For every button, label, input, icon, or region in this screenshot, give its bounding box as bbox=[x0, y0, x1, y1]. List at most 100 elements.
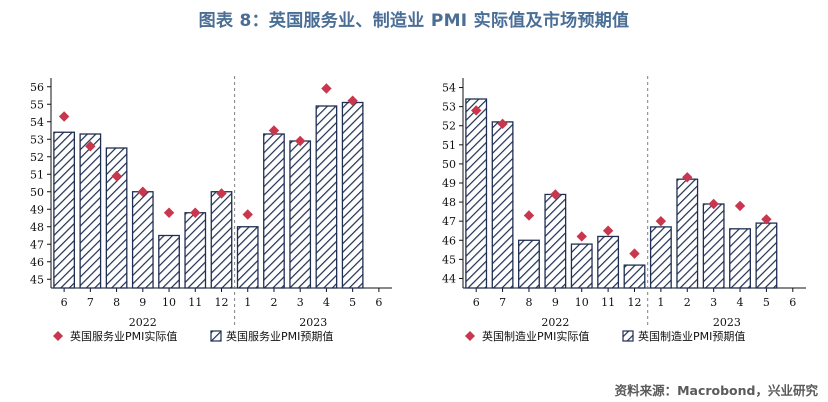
actual-marker bbox=[470, 105, 482, 116]
y-tick-label: 50 bbox=[30, 186, 44, 199]
actual-marker bbox=[734, 200, 746, 212]
actual-marker bbox=[85, 141, 96, 152]
legend-marker-swatch bbox=[465, 331, 475, 341]
actual-marker bbox=[523, 210, 535, 221]
x-tick-label: 5 bbox=[349, 296, 356, 309]
actual-marker bbox=[163, 207, 175, 218]
year-label: 2022 bbox=[129, 316, 157, 329]
actual-marker bbox=[242, 209, 253, 220]
actual-marker bbox=[111, 170, 122, 182]
bar bbox=[263, 133, 285, 289]
bar bbox=[702, 203, 725, 289]
bar bbox=[79, 133, 102, 289]
y-tick-label: 56 bbox=[30, 81, 44, 94]
year-label: 2022 bbox=[541, 316, 569, 329]
x-tick-label: 1 bbox=[657, 296, 664, 309]
y-tick-label: 51 bbox=[442, 139, 456, 152]
x-tick-label: 8 bbox=[525, 296, 532, 309]
legend-label: 英国服务业PMI预期值 bbox=[226, 329, 333, 343]
y-tick-label: 46 bbox=[30, 256, 44, 269]
y-tick-label: 55 bbox=[30, 98, 44, 111]
legend-marker-swatch bbox=[53, 331, 63, 341]
actual-marker bbox=[321, 83, 332, 94]
bar bbox=[131, 191, 154, 289]
x-tick-label: 1 bbox=[244, 296, 251, 309]
y-tick-label: 46 bbox=[442, 234, 456, 247]
actual-marker bbox=[682, 172, 693, 183]
year-label: 2023 bbox=[713, 316, 741, 329]
year-label: 2023 bbox=[299, 316, 327, 329]
bar bbox=[105, 147, 128, 289]
source-note: 资料来源：Macrobond，兴业研究 bbox=[614, 383, 818, 398]
x-tick-label: 2 bbox=[684, 296, 691, 309]
y-tick-label: 54 bbox=[30, 116, 44, 129]
actual-marker bbox=[216, 188, 227, 199]
x-tick-label: 9 bbox=[552, 296, 559, 309]
x-tick-label: 6 bbox=[61, 296, 68, 309]
x-tick-label: 2 bbox=[270, 296, 277, 309]
actual-marker bbox=[655, 215, 667, 227]
y-tick-label: 53 bbox=[442, 101, 456, 114]
bar bbox=[158, 234, 180, 289]
bar bbox=[491, 121, 514, 289]
actual-marker bbox=[347, 95, 358, 106]
bar bbox=[649, 226, 672, 289]
y-tick-label: 49 bbox=[442, 177, 456, 190]
bar bbox=[289, 140, 312, 289]
bar bbox=[623, 264, 646, 289]
bar bbox=[518, 239, 540, 289]
x-tick-label: 11 bbox=[188, 296, 202, 309]
actual-marker bbox=[629, 248, 640, 259]
y-tick-label: 54 bbox=[442, 82, 456, 95]
y-tick-label: 48 bbox=[442, 196, 456, 209]
legend-bar-swatch bbox=[210, 330, 222, 342]
x-tick-label: 10 bbox=[575, 296, 589, 309]
actual-marker bbox=[497, 118, 508, 130]
y-tick-label: 48 bbox=[30, 221, 44, 234]
x-tick-label: 9 bbox=[139, 296, 146, 309]
x-tick-label: 12 bbox=[628, 296, 642, 309]
y-tick-label: 52 bbox=[30, 151, 44, 164]
bar bbox=[729, 228, 751, 289]
y-tick-label: 53 bbox=[30, 133, 44, 146]
bar bbox=[755, 222, 778, 289]
legend-bar-swatch bbox=[622, 330, 634, 342]
bar bbox=[544, 193, 567, 289]
x-tick-label: 7 bbox=[499, 296, 506, 309]
bar bbox=[597, 235, 620, 289]
x-tick-label: 6 bbox=[789, 296, 796, 309]
bar bbox=[465, 98, 488, 289]
x-tick-label: 5 bbox=[763, 296, 770, 309]
bar bbox=[341, 101, 364, 289]
x-tick-label: 7 bbox=[87, 296, 94, 309]
x-tick-label: 8 bbox=[113, 296, 120, 309]
legend-label: 英国制造业PMI预期值 bbox=[638, 329, 745, 343]
actual-marker bbox=[708, 198, 719, 210]
bar bbox=[236, 226, 259, 289]
actual-marker bbox=[268, 125, 280, 136]
y-tick-label: 52 bbox=[442, 120, 456, 133]
y-tick-label: 47 bbox=[442, 215, 456, 228]
bar bbox=[315, 105, 338, 289]
actual-marker bbox=[550, 189, 561, 200]
y-tick-label: 47 bbox=[30, 238, 44, 251]
actual-marker bbox=[602, 225, 614, 236]
actual-marker bbox=[190, 207, 201, 218]
y-tick-label: 44 bbox=[442, 272, 456, 285]
x-tick-label: 6 bbox=[473, 296, 480, 309]
x-tick-label: 11 bbox=[601, 296, 615, 309]
figure-title: 图表 8：英国服务业、制造业 PMI 实际值及市场预期值 bbox=[198, 11, 630, 31]
actual-marker bbox=[576, 231, 587, 242]
actual-marker bbox=[137, 186, 149, 197]
legend-label: 英国服务业PMI实际值 bbox=[70, 329, 177, 343]
x-tick-label: 12 bbox=[215, 296, 229, 309]
y-tick-label: 50 bbox=[442, 158, 456, 171]
bar bbox=[676, 178, 699, 289]
bar bbox=[184, 212, 207, 289]
legend-label: 英国制造业PMI实际值 bbox=[482, 329, 589, 343]
y-tick-label: 45 bbox=[30, 273, 44, 286]
x-tick-label: 4 bbox=[323, 296, 330, 309]
